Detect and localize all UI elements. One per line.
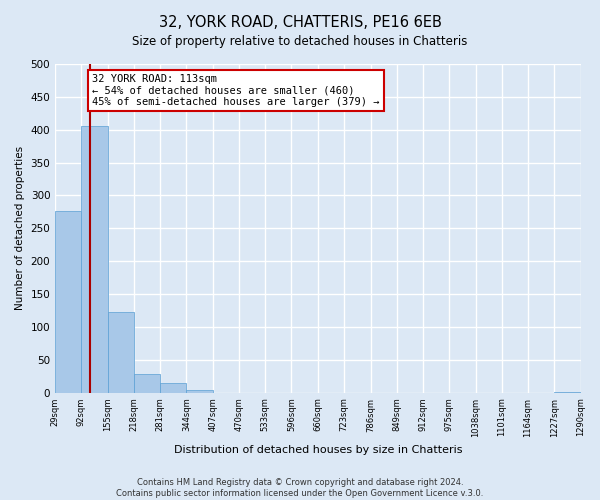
Bar [160, 383, 187, 392]
Y-axis label: Number of detached properties: Number of detached properties [15, 146, 25, 310]
Bar [134, 374, 160, 392]
Text: Contains HM Land Registry data © Crown copyright and database right 2024.
Contai: Contains HM Land Registry data © Crown c… [116, 478, 484, 498]
Bar [187, 390, 212, 392]
Bar [55, 210, 82, 392]
Text: 32, YORK ROAD, CHATTERIS, PE16 6EB: 32, YORK ROAD, CHATTERIS, PE16 6EB [158, 15, 442, 30]
Bar [82, 126, 107, 392]
Text: 32 YORK ROAD: 113sqm
← 54% of detached houses are smaller (460)
45% of semi-deta: 32 YORK ROAD: 113sqm ← 54% of detached h… [92, 74, 379, 107]
X-axis label: Distribution of detached houses by size in Chatteris: Distribution of detached houses by size … [173, 445, 462, 455]
Bar [107, 312, 134, 392]
Text: Size of property relative to detached houses in Chatteris: Size of property relative to detached ho… [133, 35, 467, 48]
